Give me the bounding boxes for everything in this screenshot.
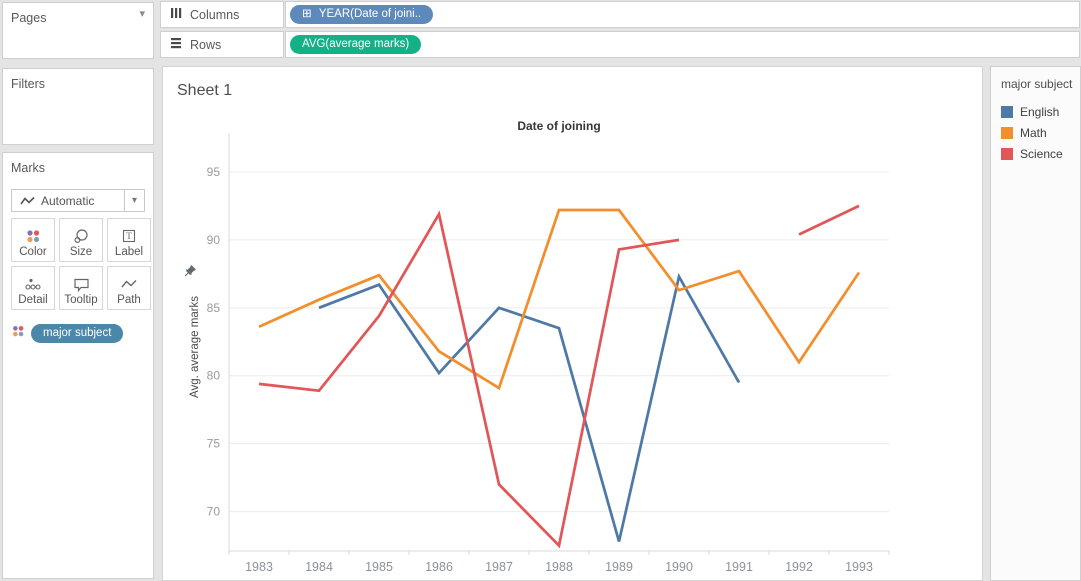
columns-shelf-area[interactable]: ⊞ YEAR(Date of joini..: [285, 1, 1080, 28]
series-line-english[interactable]: [318, 272, 741, 542]
x-tick-label: 1985: [365, 560, 393, 574]
science-color-swatch: [1001, 147, 1013, 160]
pin-icon[interactable]: [182, 264, 197, 284]
size-button[interactable]: Size: [59, 218, 103, 262]
sheet-title: Sheet 1: [177, 82, 233, 99]
detail-icon: [25, 274, 41, 294]
x-tick-label: 1990: [665, 560, 693, 574]
filters-shelf[interactable]: Filters: [2, 68, 154, 145]
rows-shelf[interactable]: Rows AVG(average marks): [160, 31, 1080, 58]
x-tick-label: 1986: [425, 560, 453, 574]
y-tick-label: 90: [207, 233, 221, 247]
legend-item-label: Science: [1020, 146, 1063, 161]
color-legend-icon: [11, 324, 25, 343]
line-chart: 70 75 80 85 90 95 1983 1984 1985 1986 1987 1988 1989…: [207, 133, 890, 574]
x-tick-label: 1984: [305, 560, 333, 574]
color-encoding-row: major subject: [11, 324, 145, 343]
legend-item-math[interactable]: Math: [1001, 122, 1080, 143]
color-icon: [25, 226, 41, 246]
mark-type-dropdown[interactable]: Automatic ▾: [11, 189, 145, 212]
series-line-math[interactable]: [258, 208, 861, 391]
rows-label: Rows: [190, 37, 222, 52]
rows-icon: [170, 36, 182, 54]
y-tick-label: 85: [207, 301, 221, 315]
rows-shelf-area[interactable]: AVG(average marks): [285, 31, 1080, 58]
detail-button-label: Detail: [18, 294, 48, 306]
y-tick-label: 70: [207, 505, 221, 519]
legend-item-label: Math: [1020, 125, 1047, 140]
tooltip-button-label: Tooltip: [64, 294, 98, 306]
marks-label: Marks: [11, 161, 46, 175]
rows-shelf-label: Rows: [160, 31, 284, 58]
chevron-down-icon: ▾: [131, 195, 138, 206]
x-tick-label: 1993: [845, 560, 873, 574]
series-line-science[interactable]: [258, 204, 860, 549]
columns-icon: [170, 6, 182, 24]
size-icon: [73, 226, 89, 246]
color-button-label: Color: [19, 246, 47, 258]
tooltip-button[interactable]: Tooltip: [59, 266, 103, 310]
x-tick-label: 1983: [245, 560, 273, 574]
tooltip-icon: [73, 274, 90, 294]
marks-buttons: Color Size T Label: [11, 218, 151, 310]
legend-item-label: English: [1020, 104, 1060, 119]
path-button[interactable]: Path: [107, 266, 151, 310]
y-tick-label: 80: [207, 369, 221, 383]
pages-label: Pages: [11, 11, 47, 25]
year-date-of-joining-pill[interactable]: ⊞ YEAR(Date of joini..: [290, 5, 434, 24]
mark-type-caret-button[interactable]: ▾: [124, 190, 144, 211]
legend-item-science[interactable]: Science: [1001, 143, 1080, 164]
chevron-down-icon[interactable]: ▾: [139, 8, 145, 20]
y-tick-label: 75: [207, 437, 221, 451]
x-tick-label: 1988: [545, 560, 573, 574]
avg-average-marks-pill[interactable]: AVG(average marks): [290, 35, 422, 54]
columns-label: Columns: [190, 7, 240, 22]
label-button[interactable]: T Label: [107, 218, 151, 262]
pages-shelf[interactable]: Pages ▾: [2, 2, 154, 59]
svg-text:T: T: [126, 231, 132, 241]
columns-pill-text: YEAR(Date of joini..: [318, 8, 422, 20]
mark-type-value: Automatic: [41, 193, 95, 208]
color-button[interactable]: Color: [11, 218, 55, 262]
x-tick-label: 1991: [725, 560, 753, 574]
detail-button[interactable]: Detail: [11, 266, 55, 310]
expand-plus-icon[interactable]: ⊞: [302, 8, 312, 20]
x-tick-label: 1989: [605, 560, 633, 574]
chart-title: Date of joining: [517, 119, 601, 133]
label-icon: T: [121, 226, 137, 246]
marks-card: Marks Automatic ▾ Color: [2, 152, 154, 579]
columns-shelf-label: Columns: [160, 1, 284, 28]
label-button-label: Label: [114, 246, 144, 258]
legend-title: major subject: [1001, 77, 1073, 91]
columns-shelf[interactable]: Columns ⊞ YEAR(Date of joini..: [160, 1, 1080, 28]
line-mark-icon: [20, 195, 35, 207]
major-subject-pill[interactable]: major subject: [31, 324, 124, 343]
english-color-swatch: [1001, 105, 1013, 118]
y-tick-label: 95: [207, 165, 221, 179]
path-icon: [121, 274, 137, 294]
sheet-panel: Sheet 1 Date of joining Avg. average mar…: [162, 66, 983, 581]
x-tick-label: 1992: [785, 560, 813, 574]
size-button-label: Size: [69, 246, 93, 258]
x-tick-label: 1987: [485, 560, 513, 574]
color-legend-card: major subject English Math Science: [990, 66, 1081, 581]
path-button-label: Path: [117, 294, 141, 306]
legend-item-english[interactable]: English: [1001, 101, 1080, 122]
filters-label: Filters: [11, 77, 46, 91]
math-color-swatch: [1001, 126, 1013, 139]
